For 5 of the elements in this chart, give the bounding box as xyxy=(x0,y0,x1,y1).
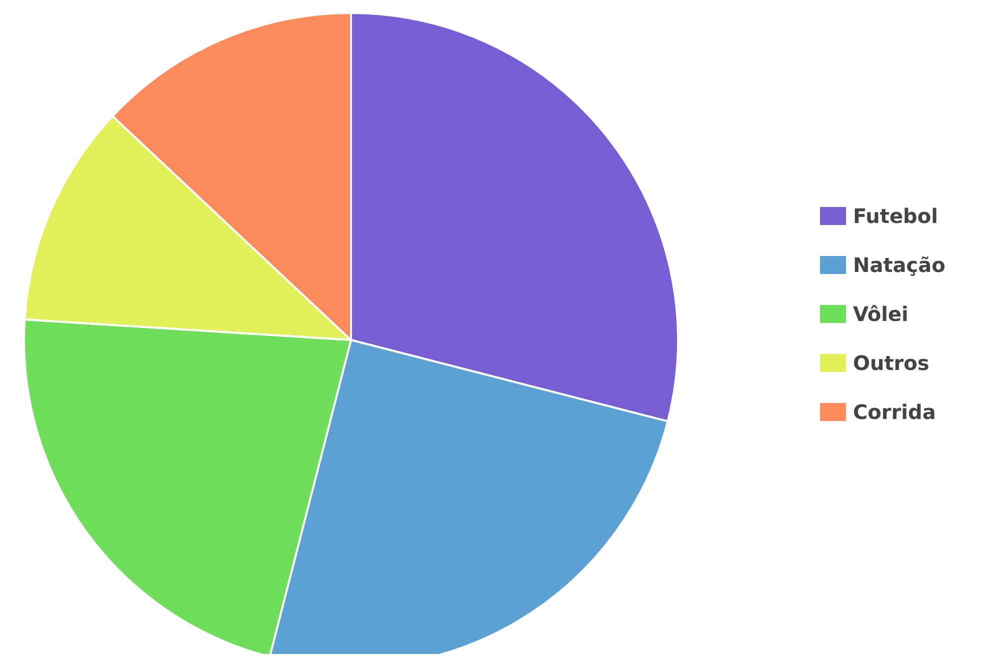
legend-label: Outros xyxy=(853,351,930,375)
legend-label: Corrida xyxy=(853,400,936,424)
legend-label: Natação xyxy=(853,253,946,277)
legend-label: Futebol xyxy=(853,204,938,228)
legend-label: Vôlei xyxy=(853,302,908,326)
